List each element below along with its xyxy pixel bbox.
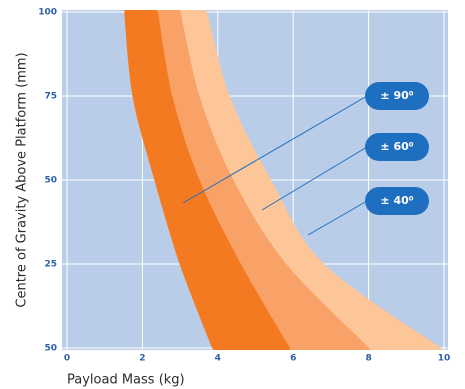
legend-pill xyxy=(365,82,429,110)
legend-label: ± 90⁰ xyxy=(380,89,413,102)
x-tick-label: 4 xyxy=(215,354,221,364)
x-tick-label: 8 xyxy=(365,354,371,364)
legend-pill xyxy=(365,133,429,161)
y-tick-label: 50 xyxy=(44,176,57,186)
y-tick-label: 75 xyxy=(44,92,57,102)
boundary-curve xyxy=(179,11,369,349)
x-tick-label: 6 xyxy=(290,354,296,364)
x-axis-title: Payload Mass (kg) xyxy=(67,373,185,388)
legend-pill xyxy=(365,187,429,215)
legend-label: ± 40⁰ xyxy=(380,194,413,207)
boundary-curve xyxy=(124,11,213,349)
y-tick-label: 25 xyxy=(44,260,57,270)
leader-line xyxy=(261,146,368,211)
x-tick-label: 0 xyxy=(64,354,70,364)
boundary-curve xyxy=(206,11,441,349)
legend-label: ± 60⁰ xyxy=(380,140,413,153)
band-fill xyxy=(124,10,291,350)
y-axis-title: Centre of Gravity Above Platform (mm) xyxy=(15,52,30,307)
leader-line xyxy=(182,95,368,204)
x-tick-label: 2 xyxy=(139,354,145,364)
boundary-curve xyxy=(156,11,290,349)
leader-line xyxy=(307,200,368,236)
plot-area xyxy=(62,10,448,350)
y-tick-label: 100 xyxy=(38,8,57,18)
x-tick-label: 10 xyxy=(438,354,451,364)
y-tick-label: 50 xyxy=(44,344,57,354)
